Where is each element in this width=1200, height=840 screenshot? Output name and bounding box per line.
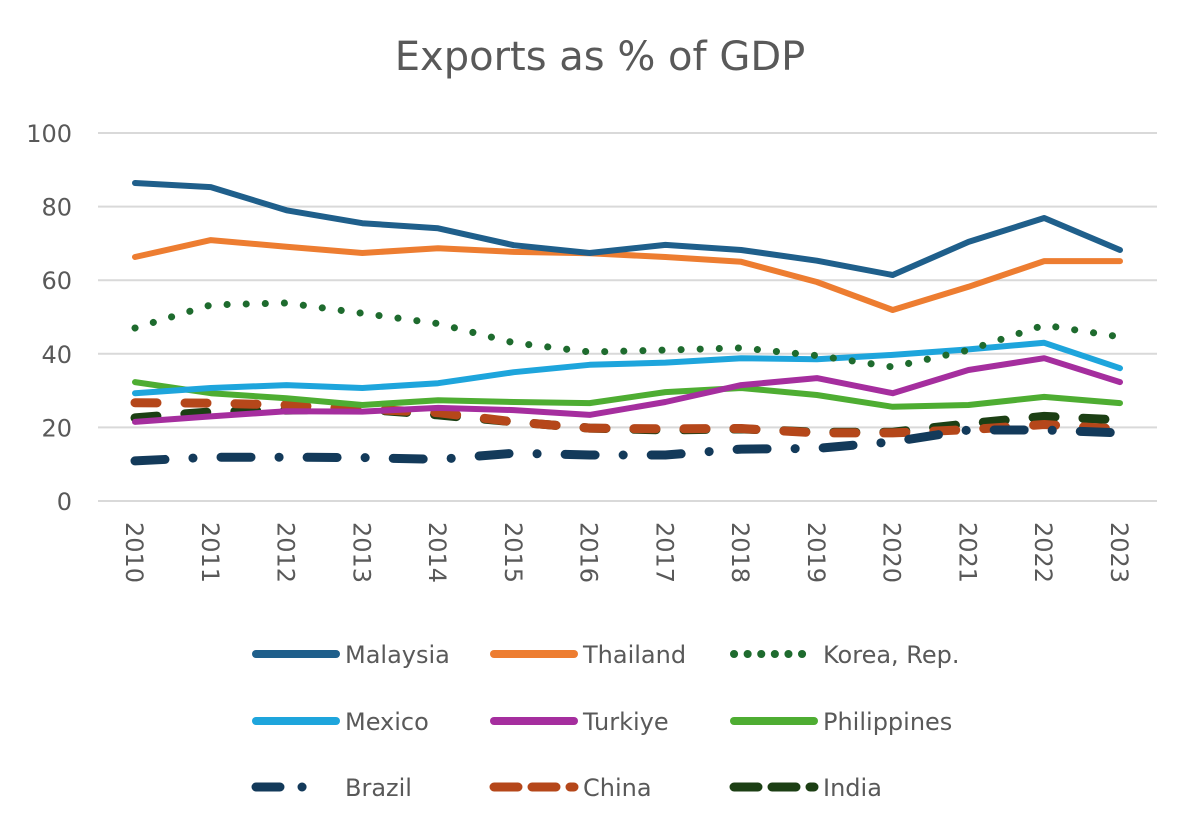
y-axis-ticks: 0 20 40 60 80 100 [26,120,72,516]
legend-item: India [729,774,882,802]
series-line-mexico [132,339,1123,397]
legend-label: India [823,774,882,802]
legend-label: China [583,774,652,802]
x-tick-label: 2012 [272,522,300,583]
y-tick-label: 0 [57,488,72,516]
y-tick-label: 20 [41,414,72,442]
chart-title: Exports as % of GDP [395,34,805,80]
series-line-china [130,398,1125,438]
x-tick-label: 2017 [650,522,678,583]
legend-label: Brazil [345,774,412,802]
series-line-malaysia [132,180,1123,278]
x-tick-label: 2023 [1105,522,1133,583]
legend-label: Turkiye [582,708,669,736]
y-tick-label: 40 [41,341,72,369]
series-line-philippines [132,379,1123,410]
x-tick-label: 2011 [196,522,224,583]
x-tick-label: 2018 [726,522,754,583]
y-tick-label: 100 [26,120,72,148]
series-line-thailand [132,237,1123,313]
x-tick-label: 2016 [575,522,603,583]
x-tick-label: 2021 [953,522,981,583]
legend-item: Mexico [252,708,429,736]
legend-item: Thailand [490,641,686,669]
legend-label: Philippines [823,708,952,736]
legend-item: Malaysia [252,641,450,669]
series-line-korea-rep [131,299,1124,371]
legend-item: Brazil [251,774,412,802]
legend: Malaysia Thailand Korea, Rep. Mexico Turkiye… [251,641,960,802]
y-tick-label: 60 [41,267,72,295]
x-tick-label: 2013 [347,522,375,583]
series-lines [130,180,1125,466]
x-tick-label: 2022 [1029,522,1057,583]
legend-item: Turkiye [490,708,669,736]
gridlines [98,132,1157,502]
x-tick-label: 2014 [423,522,451,583]
y-tick-label: 80 [41,194,72,222]
x-tick-label: 2020 [878,522,906,583]
legend-label: Thailand [582,641,686,669]
legend-item: China [489,774,652,802]
legend-label: Korea, Rep. [823,641,960,669]
legend-item: Korea, Rep. [730,641,960,669]
x-axis-ticks: 2010 2011 2012 2013 2014 2015 2016 2017 2018 2019… [120,522,1133,583]
x-tick-label: 2019 [802,522,830,583]
series-line-turkiye [132,355,1123,425]
x-tick-label: 2015 [499,522,527,583]
x-tick-label: 2010 [120,522,148,583]
legend-label: Malaysia [345,641,450,669]
series-line-brazil [130,425,1125,466]
legend-label: Mexico [345,708,429,736]
legend-item: Philippines [730,708,952,736]
